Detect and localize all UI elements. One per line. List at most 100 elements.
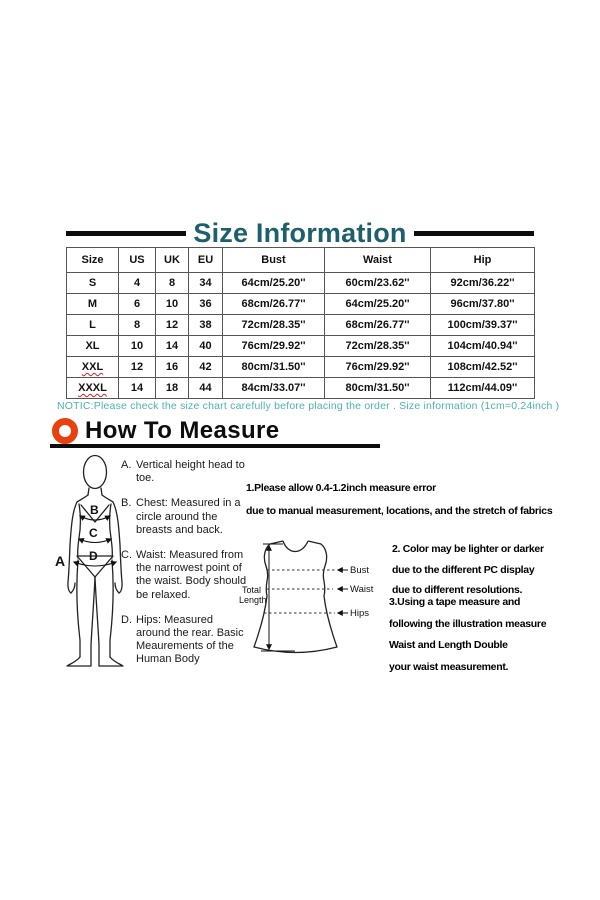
measurement-cell: 60cm/23.62'' [324,272,431,294]
figure-head [82,454,108,490]
dress-neckline [282,540,309,553]
figure-letter-c: C [89,526,98,540]
note-line: due to the different PC display [392,563,535,576]
size-cell: XXXL [66,377,119,399]
title-rule-left [66,230,187,236]
instruction-letter: B. [121,497,132,510]
waist-arrow [77,538,113,544]
measurement-cell: 10 [118,335,156,357]
size-notice: NOTIC:Please check the size chart carefu… [57,400,560,412]
size-table-header-row: Size US UK EU Bust Waist Hip [66,247,535,273]
size-cell: L [66,314,119,336]
measurement-cell: 16 [155,356,189,378]
measurement-cell: 64cm/25.20'' [324,293,431,315]
measurement-cell: 72cm/28.35'' [222,314,325,336]
note-tape-measure: 3.Using a tape measure and following the … [389,592,547,678]
measure-instruction-item: A. Vertical height head to toe. [121,459,247,485]
measurement-cell: 18 [155,377,189,399]
note-measure-error: 1.Please allow 0.4-1.2inch measure error… [246,477,553,522]
bullet-circle-icon [52,418,78,444]
column-header: US [118,247,156,273]
measurement-cell: 112cm/44.09'' [430,377,535,399]
note-line: 3.Using a tape measure and [389,596,521,608]
size-cell: S [66,272,119,294]
measurement-cell: 6 [118,293,156,315]
measurement-cell: 100cm/39.37'' [430,314,535,336]
measurement-cell: 12 [118,356,156,378]
page-title: Size Information [193,217,407,248]
column-header: Bust [222,247,325,273]
instruction-letter: C. [121,549,132,562]
measurement-cell: 80cm/31.50'' [324,377,431,399]
column-header: UK [155,247,189,273]
column-header: Hip [430,247,535,273]
title-rule-right [413,230,534,236]
measurement-cell: 36 [188,293,223,315]
column-header: Waist [324,247,431,273]
measurement-cell: 8 [155,272,189,294]
note-line: 2. Color may be lighter or darker [392,543,544,555]
figure-letter-d: D [89,549,98,563]
figure-letter-b: B [90,503,99,517]
instruction-text: Hips: Measured around the rear. Basic Me… [136,613,244,666]
note-line: 1.Please allow 0.4-1.2inch measure error [246,482,436,494]
instruction-text: Chest: Measured in a circle around the b… [136,497,241,536]
bust-arrow [78,515,112,521]
body-figure-illustration: B C D A [55,454,124,667]
bust-label: Bust [350,565,369,576]
measurement-cell: 96cm/37.80'' [430,293,535,315]
measure-instruction-item: C. Waist: Measured from the narrowest poi… [121,549,247,602]
note-line: following the illustration measure [389,617,547,630]
size-cell: M [66,293,119,315]
measurement-cell: 68cm/26.77'' [324,314,431,336]
size-table-row: XXL 12 16 42 80cm/31.50'' 76cm/29.92'' 108cm/4… [66,356,535,378]
size-cell: XL [66,335,119,357]
measurement-cell: 84cm/33.07'' [222,377,325,399]
measure-instructions-list: A. Vertical height head to toe. B. Chest: M… [121,459,247,679]
measurement-cell: 14 [118,377,156,399]
measurement-cell: 76cm/29.92'' [222,335,325,357]
note-line: your waist measurement. [389,660,509,673]
how-to-measure-underline [50,444,380,448]
measurement-cell: 40 [188,335,223,357]
measurement-cell: 10 [155,293,189,315]
size-information-header: Size Information [66,217,534,249]
measurement-cell: 12 [155,314,189,336]
note-line: due to different resolutions. [392,584,523,596]
measurement-cell: 104cm/40.94'' [430,335,535,357]
measure-instruction-item: B. Chest: Measured in a circle around the… [121,497,247,537]
how-to-measure-title: How To Measure [85,417,280,444]
measurement-cell: 44 [188,377,223,399]
instruction-text: Waist: Measured from the narrowest point… [136,549,247,601]
size-cell: XXL [66,356,119,378]
column-header: EU [188,247,223,273]
total-length-label-line2: Length [239,595,267,605]
hips-arrow [72,560,118,567]
measurement-cell: 42 [188,356,223,378]
instruction-letter: D. [121,613,132,626]
size-table-row: M 6 10 36 68cm/26.77'' 64cm/25.20'' 96cm/37.80… [66,293,535,315]
measurement-cell: 108cm/42.52'' [430,356,535,378]
note-color-difference: 2. Color may be lighter or darker due to … [392,539,544,601]
instruction-letter: A. [121,459,132,471]
waist-label: Waist [350,584,374,595]
hips-label: Hips [350,608,369,619]
size-table-row: XXXL 14 18 44 84cm/33.07'' 80cm/31.50'' 112cm/… [66,377,535,399]
figure-letter-a: A [55,553,65,569]
measurement-cell: 38 [188,314,223,336]
measurement-cell: 4 [118,272,156,294]
measurement-cell: 80cm/31.50'' [222,356,325,378]
size-table-row: L 8 12 38 72cm/28.35'' 68cm/26.77'' 100cm/39.3… [66,314,535,336]
measurement-cell: 68cm/26.77'' [222,293,325,315]
total-length-label-line1: Total [242,585,261,595]
measurement-cell: 92cm/36.22'' [430,272,535,294]
note-line: due to manual measurement, locations, an… [246,504,553,517]
measurement-cell: 72cm/28.35'' [324,335,431,357]
dress-diagram: Bust Waist Hips Total Length [239,540,374,654]
size-table-row: XL 10 14 40 76cm/29.92'' 72cm/28.35'' 104cm/40… [66,335,535,357]
size-table: Size US UK EU Bust Waist Hip S 4 8 34 64cm/25.20''… [66,247,535,399]
size-table-row: S 4 8 34 64cm/25.20'' 60cm/23.62'' 92cm/36.22'… [66,272,535,294]
measurement-cell: 14 [155,335,189,357]
note-line: Waist and Length Double [389,639,508,651]
